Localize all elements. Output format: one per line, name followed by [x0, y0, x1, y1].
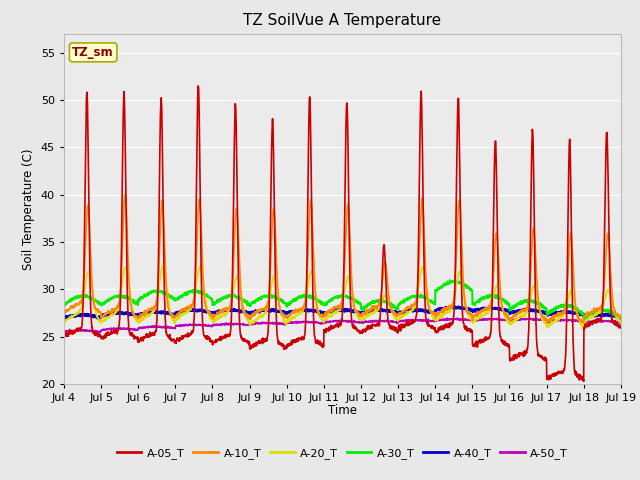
- Title: TZ SoilVue A Temperature: TZ SoilVue A Temperature: [243, 13, 442, 28]
- Legend: A-05_T, A-10_T, A-20_T, A-30_T, A-40_T, A-50_T: A-05_T, A-10_T, A-20_T, A-30_T, A-40_T, …: [113, 444, 572, 464]
- Y-axis label: Soil Temperature (C): Soil Temperature (C): [22, 148, 35, 270]
- X-axis label: Time: Time: [328, 405, 357, 418]
- Text: TZ_sm: TZ_sm: [72, 46, 114, 59]
